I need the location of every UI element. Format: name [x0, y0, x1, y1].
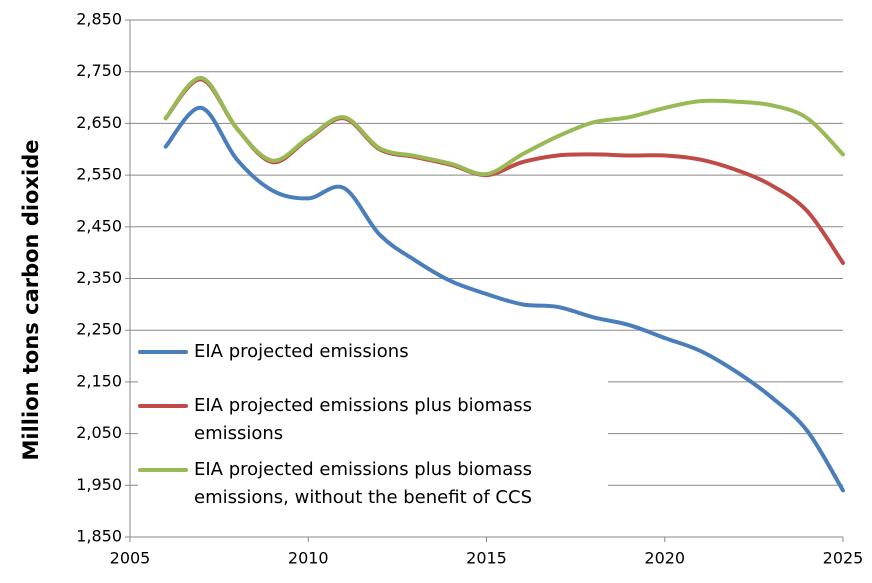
legend-swatch [138, 350, 188, 354]
y-tick-label: 2,050 [76, 423, 122, 442]
y-tick-label: 2,750 [76, 61, 122, 80]
legend-label: EIA projected emissions plus biomass emi… [194, 395, 532, 444]
y-tick-label: 2,850 [76, 10, 122, 29]
y-tick-label: 2,550 [76, 165, 122, 184]
y-tick-label: 1,850 [76, 527, 122, 546]
x-tick-label: 2010 [288, 549, 329, 568]
x-tick-label: 2005 [110, 549, 151, 568]
series-line [163, 105, 845, 493]
legend-item: EIA projected emissions plus biomass emi… [138, 456, 608, 512]
y-tick-label: 2,350 [76, 268, 122, 287]
y-tick-label: 2,150 [76, 371, 122, 390]
legend-swatch [138, 404, 188, 408]
legend-item: EIA projected emissions [138, 338, 608, 366]
legend-label: EIA projected emissions [194, 341, 409, 362]
x-tick-label: 2015 [466, 549, 507, 568]
legend: EIA projected emissions EIA projected emi… [138, 338, 608, 520]
y-tick-label: 2,650 [76, 113, 122, 132]
x-tick-label: 2020 [644, 549, 685, 568]
series-line [163, 77, 845, 265]
y-axis-label: Million tons carbon dioxide [19, 140, 43, 461]
x-tick-label: 2025 [823, 549, 864, 568]
series-line [163, 75, 845, 177]
legend-item: EIA projected emissions plus biomass emi… [138, 392, 608, 448]
y-tick-label: 2,450 [76, 216, 122, 235]
legend-label: EIA projected emissions plus biomass emi… [194, 459, 532, 508]
y-tick-label: 2,250 [76, 320, 122, 339]
legend-swatch [138, 468, 188, 472]
y-tick-label: 1,950 [76, 475, 122, 494]
